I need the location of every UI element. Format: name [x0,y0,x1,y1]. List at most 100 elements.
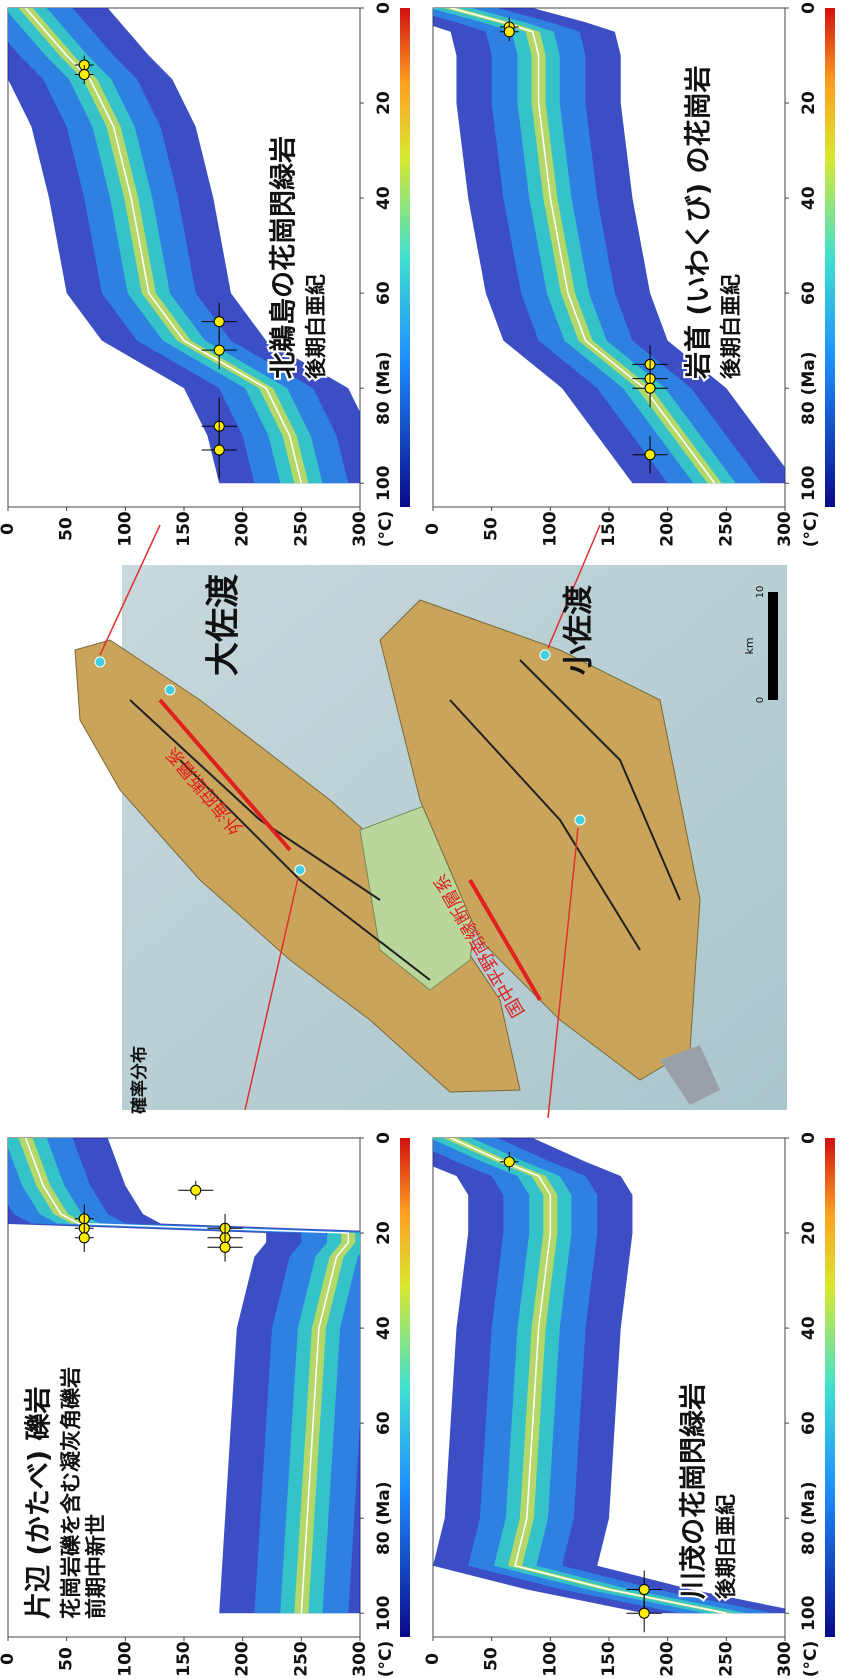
site [575,815,585,825]
y-tick-label: 50 [57,1647,77,1671]
panel-title: 北鵜島の花崗閃緑岩 [268,136,300,379]
y-tick-label: 50 [482,1647,502,1671]
x-tick-label: 0 [799,2,819,14]
x-tick-label: 80 (Ma) [799,351,819,425]
x-tick-label: 20 [799,91,819,115]
x-tick-label: 0 [374,2,394,14]
site [540,650,550,660]
y-tick-label: 200 [233,1641,253,1677]
island-north-label: 大佐渡 [204,574,244,676]
x-tick-label: 40 [374,1316,394,1340]
panel-subtitle: 後期白亜紀 [719,274,743,379]
site [165,685,175,695]
y-tick-label: 0 [0,1653,18,1665]
x-tick-label: 80 (Ma) [374,1481,394,1555]
data-point [79,1233,89,1243]
data-point [645,450,655,460]
panel: 0 50 100 150 200 250 300 (°C) 0 20 40 60 80 (Ma) 100 北… [0,2,410,547]
x-tick-label: 20 [374,91,394,115]
panel-subtitle: 花崗岩礫を含む凝灰角礫岩 [59,1367,83,1619]
colorbar [825,1138,835,1637]
y-tick-label: 200 [658,511,678,547]
panel: 0 50 100 150 200 250 300 (°C) 0 20 40 60 80 (Ma) 100 片… [0,1132,430,1677]
y-tick-label: 100 [115,511,135,547]
panel-subtitle: 前期中新世 [84,1514,108,1619]
y-tick-label: 50 [482,517,502,541]
panel-subtitle: 後期白亜紀 [714,1494,738,1599]
y-axis-label: (°C) [801,511,821,548]
y-tick-label: 250 [716,1641,736,1677]
y-tick-label: 300 [775,1641,795,1677]
y-tick-label: 150 [599,511,619,547]
data-point [191,1185,201,1195]
x-tick-label: 0 [374,1132,394,1144]
x-tick-label: 80 (Ma) [374,351,394,425]
x-tick-label: 40 [799,186,819,210]
map: 10 0 km 大佐渡 小佐渡 外海府断層系 国中平野南縁断層系 確率分布 [75,525,787,1118]
y-tick-label: 0 [423,523,443,535]
data-point [639,1608,649,1618]
y-tick-label: 150 [599,1641,619,1677]
data-point [220,1242,230,1252]
panel-subtitle: 後期白亜紀 [304,274,328,379]
figure: 10 0 km 大佐渡 小佐渡 外海府断層系 国中平野南縁断層系 確率分布 0 5… [0,0,849,1679]
data-point [504,1157,514,1167]
data-point [214,445,224,455]
data-point [214,345,224,355]
panel-title: 片辺 (かたべ) 礫岩 [23,1387,55,1619]
scale-end: 10 [755,586,766,599]
data-point [504,27,514,37]
colorbar-label: 確率分布 [129,1046,150,1114]
x-tick-label: 40 [374,186,394,210]
y-tick-label: 150 [174,511,194,547]
y-axis-label: (°C) [376,511,396,548]
y-tick-label: 300 [350,1641,370,1677]
y-tick-label: 100 [115,1641,135,1677]
y-tick-label: 200 [658,1641,678,1677]
x-tick-label: 60 [374,1411,394,1435]
y-tick-label: 100 [540,1641,560,1677]
x-tick-label: 60 [799,281,819,305]
data-point [79,70,89,80]
site [295,865,305,875]
x-tick-label: 20 [374,1221,394,1245]
y-tick-label: 250 [716,511,736,547]
colorbar [825,8,835,507]
y-tick-label: 150 [174,1641,194,1677]
y-tick-label: 50 [57,517,77,541]
colorbar [400,1138,410,1637]
y-tick-label: 300 [350,511,370,547]
y-tick-label: 0 [0,523,18,535]
data-point [645,383,655,393]
y-tick-label: 0 [423,1653,443,1665]
y-tick-label: 200 [233,511,253,547]
y-tick-label: 100 [540,511,560,547]
scale-bar [768,592,778,700]
x-tick-label: 40 [799,1316,819,1340]
x-tick-label: 0 [799,1132,819,1144]
x-tick-label: 20 [799,1221,819,1245]
island-south-label: 小佐渡 [562,584,597,675]
x-tick-label: 100 [799,1595,819,1631]
y-tick-label: 250 [291,1641,311,1677]
scale-unit: km [743,637,756,654]
scale-start: 0 [755,697,766,703]
x-tick-label: 100 [374,1595,394,1631]
y-tick-label: 250 [291,511,311,547]
x-tick-label: 80 (Ma) [799,1481,819,1555]
site [95,657,105,667]
colorbar [400,8,410,507]
x-tick-label: 60 [374,281,394,305]
y-axis-label: (°C) [376,1641,396,1678]
y-tick-label: 300 [775,511,795,547]
panel-title: 岩首 (いわくび) の花崗岩 [683,66,715,380]
y-axis-label: (°C) [801,1641,821,1678]
x-tick-label: 100 [374,465,394,501]
x-tick-label: 60 [799,1411,819,1435]
panel-title: 川茂の花崗閃緑岩 [678,1383,710,1599]
x-tick-label: 100 [799,465,819,501]
data-point [214,317,224,327]
data-point [639,1584,649,1594]
